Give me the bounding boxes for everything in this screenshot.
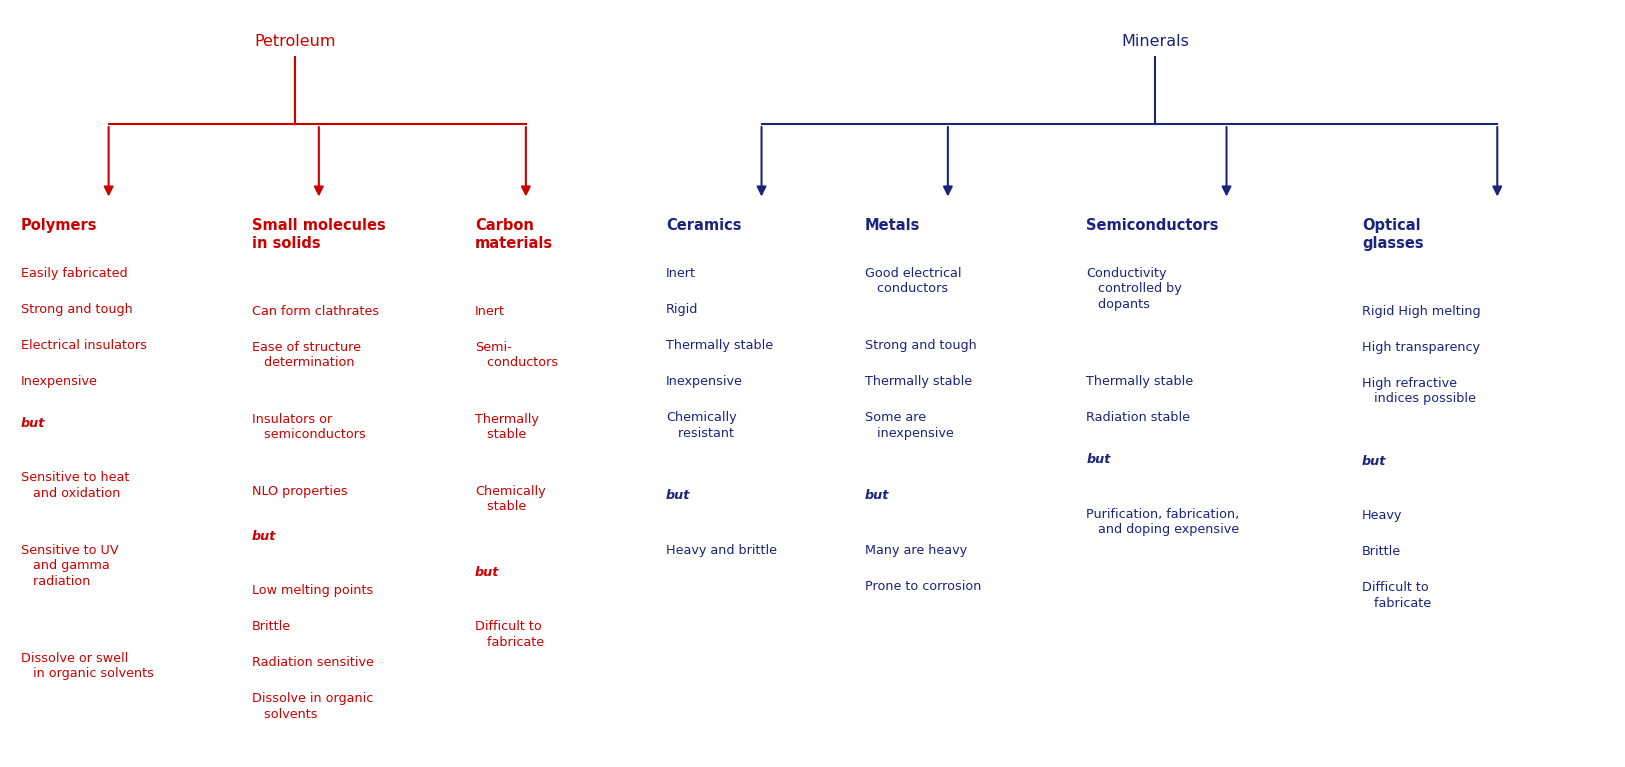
Text: Metals: Metals: [864, 218, 920, 233]
Text: Strong and tough: Strong and tough: [21, 303, 133, 316]
Text: but: but: [474, 566, 499, 579]
Text: Polymers: Polymers: [21, 218, 98, 233]
Text: Sensitive to UV
   and gamma
   radiation: Sensitive to UV and gamma radiation: [21, 544, 119, 588]
Text: Brittle: Brittle: [252, 621, 291, 634]
Text: Sensitive to heat
   and oxidation: Sensitive to heat and oxidation: [21, 472, 130, 500]
Text: NLO properties: NLO properties: [252, 485, 348, 498]
Text: Dissolve or swell
   in organic solvents: Dissolve or swell in organic solvents: [21, 652, 154, 680]
Text: Purification, fabrication,
   and doping expensive: Purification, fabrication, and doping ex…: [1087, 508, 1240, 536]
Text: Some are
   inexpensive: Some are inexpensive: [864, 411, 954, 439]
Text: Ceramics: Ceramics: [666, 218, 741, 233]
Text: Electrical insulators: Electrical insulators: [21, 339, 146, 352]
Text: Good electrical
   conductors: Good electrical conductors: [864, 267, 962, 295]
Text: Heavy and brittle: Heavy and brittle: [666, 544, 777, 557]
Text: Ease of structure
   determination: Ease of structure determination: [252, 341, 361, 369]
Text: Thermally
   stable: Thermally stable: [474, 413, 540, 441]
Text: Brittle: Brittle: [1362, 545, 1401, 558]
Text: but: but: [21, 417, 46, 430]
Text: Inert: Inert: [666, 267, 696, 280]
Text: but: but: [1362, 455, 1386, 468]
Text: High transparency: High transparency: [1362, 341, 1480, 354]
Text: Conductivity
   controlled by
   dopants: Conductivity controlled by dopants: [1087, 267, 1181, 311]
Text: Carbon
materials: Carbon materials: [474, 218, 552, 251]
Text: Chemically
   stable: Chemically stable: [474, 485, 546, 513]
Text: Easily fabricated: Easily fabricated: [21, 267, 128, 280]
Text: Small molecules
in solids: Small molecules in solids: [252, 218, 385, 251]
Text: High refractive
   indices possible: High refractive indices possible: [1362, 377, 1476, 405]
Text: Rigid High melting: Rigid High melting: [1362, 304, 1480, 318]
Text: Strong and tough: Strong and tough: [864, 339, 977, 352]
Text: Thermally stable: Thermally stable: [864, 375, 972, 388]
Text: Semi-
   conductors: Semi- conductors: [474, 341, 557, 369]
Text: Can form clathrates: Can form clathrates: [252, 304, 379, 318]
Text: Optical
glasses: Optical glasses: [1362, 218, 1424, 251]
Text: but: but: [666, 489, 691, 502]
Text: Dissolve in organic
   solvents: Dissolve in organic solvents: [252, 693, 374, 721]
Text: Thermally stable: Thermally stable: [1087, 375, 1193, 388]
Text: Many are heavy: Many are heavy: [864, 544, 967, 557]
Text: Inexpensive: Inexpensive: [21, 375, 98, 388]
Text: Thermally stable: Thermally stable: [666, 339, 774, 352]
Text: Semiconductors: Semiconductors: [1087, 218, 1219, 233]
Text: Petroleum: Petroleum: [254, 34, 336, 49]
Text: Radiation stable: Radiation stable: [1087, 411, 1191, 424]
Text: Insulators or
   semiconductors: Insulators or semiconductors: [252, 413, 366, 441]
Text: but: but: [864, 489, 889, 502]
Text: Chemically
   resistant: Chemically resistant: [666, 411, 736, 439]
Text: Low melting points: Low melting points: [252, 584, 374, 597]
Text: Rigid: Rigid: [666, 303, 699, 316]
Text: Inert: Inert: [474, 304, 505, 318]
Text: Heavy: Heavy: [1362, 509, 1402, 522]
Text: Prone to corrosion: Prone to corrosion: [864, 580, 981, 593]
Text: Difficult to
   fabricate: Difficult to fabricate: [474, 621, 544, 649]
Text: but: but: [252, 530, 276, 543]
Text: Inexpensive: Inexpensive: [666, 375, 743, 388]
Text: but: but: [1087, 453, 1112, 466]
Text: Difficult to
   fabricate: Difficult to fabricate: [1362, 581, 1432, 610]
Text: Minerals: Minerals: [1121, 34, 1190, 49]
Text: Radiation sensitive: Radiation sensitive: [252, 657, 374, 670]
